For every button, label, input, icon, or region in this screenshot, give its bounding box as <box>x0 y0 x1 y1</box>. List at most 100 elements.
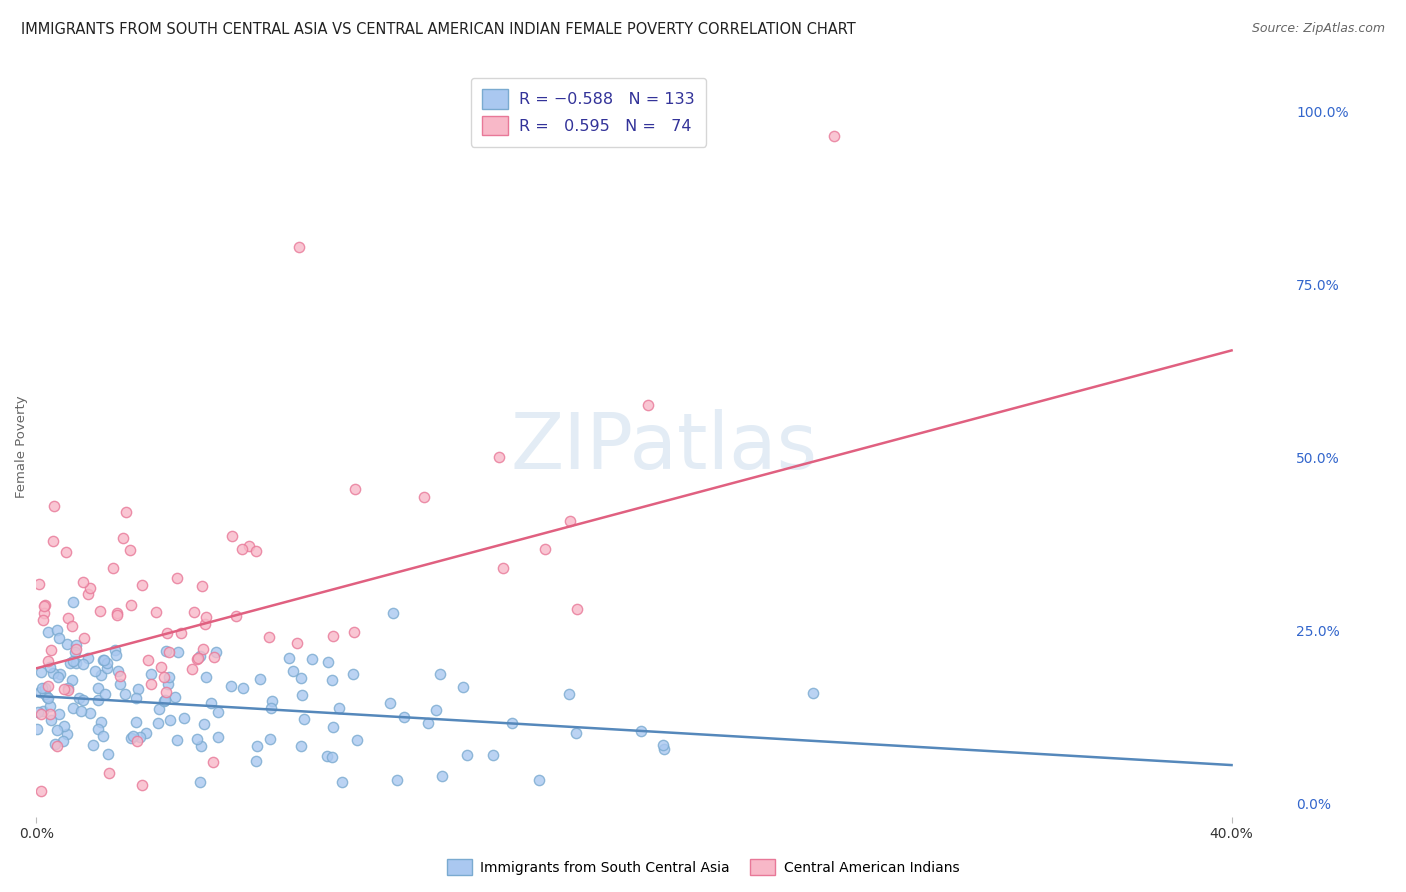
Point <box>155 685 177 699</box>
Point <box>534 542 557 557</box>
Point <box>221 529 243 543</box>
Point <box>110 676 132 690</box>
Point <box>654 741 676 756</box>
Point <box>48 631 70 645</box>
Y-axis label: Female Poverty: Female Poverty <box>15 396 28 499</box>
Point <box>105 608 128 623</box>
Point <box>558 687 581 701</box>
Point <box>65 656 87 670</box>
Point <box>155 643 177 657</box>
Point <box>207 705 229 719</box>
Point <box>202 650 225 665</box>
Text: ZIPatlas: ZIPatlas <box>510 409 817 485</box>
Point <box>385 773 408 788</box>
Point <box>344 483 367 497</box>
Point <box>28 577 51 591</box>
Point <box>30 707 52 722</box>
Point <box>52 734 75 748</box>
Point <box>84 665 107 679</box>
Point <box>72 693 94 707</box>
Point <box>39 713 62 727</box>
Point <box>205 645 228 659</box>
Point <box>565 726 588 740</box>
Point <box>342 667 364 681</box>
Point <box>432 769 454 783</box>
Point <box>249 673 271 687</box>
Point <box>131 578 153 592</box>
Point <box>60 619 83 633</box>
Point <box>38 706 60 721</box>
Point <box>35 690 58 705</box>
Point <box>42 666 65 681</box>
Point <box>429 667 451 681</box>
Point <box>219 679 242 693</box>
Point <box>330 774 353 789</box>
Point <box>193 717 215 731</box>
Point <box>42 534 65 549</box>
Point <box>823 129 845 144</box>
Point <box>62 701 84 715</box>
Point <box>97 766 120 780</box>
Point <box>56 683 79 698</box>
Point <box>62 594 84 608</box>
Point <box>207 730 229 744</box>
Point <box>39 643 62 657</box>
Point <box>378 696 401 710</box>
Point <box>290 739 312 754</box>
Point <box>131 778 153 792</box>
Point <box>62 654 84 668</box>
Legend: R = −0.588   N = 133, R =   0.595   N =   74: R = −0.588 N = 133, R = 0.595 N = 74 <box>471 78 706 146</box>
Point <box>45 623 67 637</box>
Text: IMMIGRANTS FROM SOUTH CENTRAL ASIA VS CENTRAL AMERICAN INDIAN FEMALE POVERTY COR: IMMIGRANTS FROM SOUTH CENTRAL ASIA VS CE… <box>21 22 856 37</box>
Point <box>136 653 159 667</box>
Point <box>27 705 49 719</box>
Point <box>129 730 152 744</box>
Point <box>156 625 179 640</box>
Point <box>103 561 125 575</box>
Point <box>90 714 112 729</box>
Point <box>30 783 52 797</box>
Point <box>45 739 67 753</box>
Point <box>167 645 190 659</box>
Point <box>34 598 56 612</box>
Point <box>141 676 163 690</box>
Point <box>529 772 551 787</box>
Point <box>31 681 53 695</box>
Point <box>79 582 101 596</box>
Point <box>488 450 510 465</box>
Point <box>412 491 434 505</box>
Point <box>72 575 94 590</box>
Point <box>501 715 523 730</box>
Point <box>285 635 308 649</box>
Point <box>60 673 83 687</box>
Point <box>79 706 101 720</box>
Point <box>425 703 447 717</box>
Point <box>456 747 478 762</box>
Point <box>277 651 299 665</box>
Point <box>125 714 148 729</box>
Point <box>65 638 87 652</box>
Point <box>48 670 70 684</box>
Point <box>125 734 148 748</box>
Point <box>77 587 100 601</box>
Point <box>32 606 55 620</box>
Point <box>148 702 170 716</box>
Point <box>145 605 167 619</box>
Point <box>231 542 253 557</box>
Point <box>42 500 65 514</box>
Point <box>188 648 211 663</box>
Point <box>55 726 77 740</box>
Point <box>281 664 304 678</box>
Point <box>70 704 93 718</box>
Point <box>52 719 75 733</box>
Point <box>67 691 90 706</box>
Point <box>166 571 188 585</box>
Point <box>637 398 659 412</box>
Point <box>259 731 281 746</box>
Point <box>90 668 112 682</box>
Point <box>157 670 180 684</box>
Point <box>31 704 53 718</box>
Point <box>156 676 179 690</box>
Point <box>201 755 224 769</box>
Point <box>259 630 281 644</box>
